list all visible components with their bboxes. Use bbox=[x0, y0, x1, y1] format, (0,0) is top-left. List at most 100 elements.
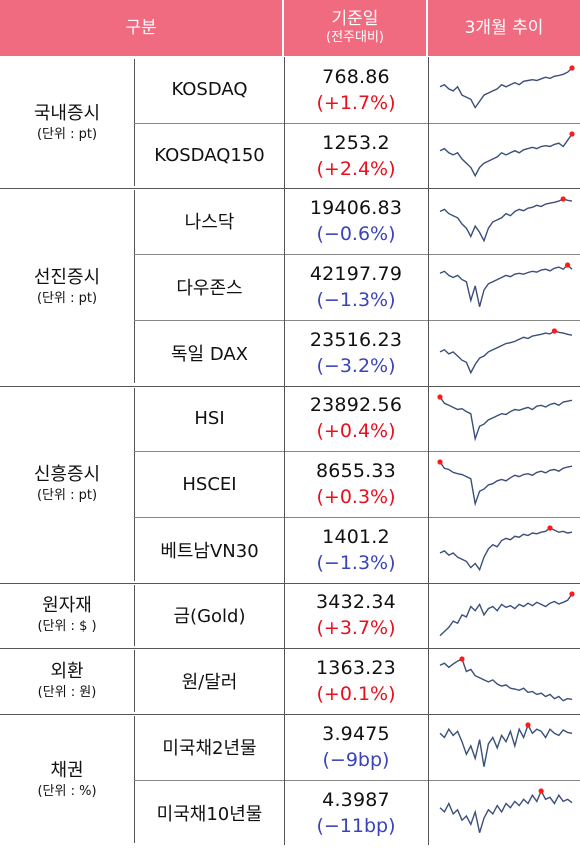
column-divider bbox=[284, 57, 285, 846]
trend-sparkline bbox=[439, 722, 573, 767]
column-divider bbox=[134, 190, 135, 384]
item-change: (+0.4%) bbox=[316, 420, 396, 443]
item-name: 다우존스 bbox=[176, 277, 243, 299]
trend-line bbox=[439, 67, 573, 109]
row-divider bbox=[134, 319, 580, 321]
trend-sparkline bbox=[439, 328, 573, 375]
value-cell: 8655.33 (+0.3%) bbox=[284, 451, 428, 517]
value-cell: 768.86 (+1.7%) bbox=[284, 57, 428, 123]
category-unit: (단위 : pt) bbox=[36, 290, 98, 306]
value-cell: 42197.79 (−1.3%) bbox=[284, 254, 428, 320]
trend-line bbox=[439, 264, 573, 307]
group-divider bbox=[0, 188, 580, 190]
group-divider bbox=[0, 648, 580, 650]
category-unit: (단위 : 원) bbox=[37, 685, 97, 701]
item-change: (−1.3%) bbox=[316, 288, 396, 311]
row-divider bbox=[134, 254, 580, 256]
category-name: 신흥증시 bbox=[33, 464, 101, 486]
trend-peak-marker bbox=[565, 262, 571, 268]
trend-peak-marker bbox=[560, 196, 566, 202]
value-cell: 3432.34 (+3.7%) bbox=[284, 583, 428, 649]
category-cell: 국내증시 (단위 : pt) bbox=[0, 57, 134, 188]
category-cell: 선진증시 (단위 : pt) bbox=[0, 188, 134, 385]
item-value: 1401.2 bbox=[322, 525, 390, 548]
header-category-label: 구분 bbox=[125, 18, 157, 38]
category-name: 채권 bbox=[50, 759, 84, 781]
trend-line bbox=[439, 527, 573, 572]
item-value: 4.3987 bbox=[322, 788, 390, 811]
item-change: (−9bp) bbox=[322, 748, 390, 771]
item-name: 베트남VN30 bbox=[160, 540, 259, 562]
item-value: 23892.56 bbox=[309, 394, 403, 417]
item-value: 3.9475 bbox=[322, 722, 390, 745]
item-name: KOSDAQ bbox=[171, 79, 248, 101]
trend-peak-marker bbox=[437, 393, 443, 400]
group-divider bbox=[0, 582, 580, 584]
category-name: 외환 bbox=[50, 661, 84, 683]
item-value: 3432.34 bbox=[316, 591, 396, 614]
item-value: 1253.2 bbox=[322, 131, 390, 154]
category-cell: 신흥증시 (단위 : pt) bbox=[0, 386, 134, 583]
trend-peak-marker bbox=[459, 656, 465, 662]
row-divider bbox=[134, 122, 580, 124]
category-cell: 채권 (단위 : %) bbox=[0, 714, 134, 845]
item-value: 768.86 bbox=[322, 65, 390, 88]
item-change: (+1.7%) bbox=[316, 91, 396, 114]
item-name: 원/달러 bbox=[181, 672, 238, 694]
header-value: 기준일 (전주대비) bbox=[284, 0, 426, 56]
category-unit: (단위 : pt) bbox=[36, 488, 98, 504]
trend-sparkline bbox=[439, 525, 573, 572]
value-cell: 1253.2 (+2.4%) bbox=[284, 123, 428, 189]
header-value-subtitle: (전주대비) bbox=[326, 30, 384, 45]
category-name: 국내증시 bbox=[33, 102, 101, 124]
item-name: 미국채10년물 bbox=[156, 803, 263, 825]
trend-line bbox=[439, 461, 573, 507]
item-change: (+0.1%) bbox=[316, 683, 396, 706]
item-change: (+3.7%) bbox=[316, 617, 396, 640]
item-name: KOSDAQ150 bbox=[154, 145, 265, 167]
item-name: 나스닥 bbox=[184, 212, 235, 234]
item-value: 23516.23 bbox=[309, 328, 403, 351]
item-name: HSI bbox=[194, 407, 225, 429]
trend-line bbox=[439, 593, 573, 636]
item-value: 1363.23 bbox=[316, 657, 396, 680]
group-divider bbox=[0, 714, 580, 715]
trend-peak-marker bbox=[437, 459, 443, 465]
value-cell: 23516.23 (−3.2%) bbox=[284, 320, 428, 386]
column-divider bbox=[134, 387, 135, 581]
item-change: (+2.4%) bbox=[316, 157, 396, 180]
value-cell: 19406.83 (−0.6%) bbox=[284, 188, 428, 254]
trend-peak-marker bbox=[547, 525, 553, 531]
trend-sparkline bbox=[439, 262, 573, 307]
trend-sparkline bbox=[439, 196, 573, 243]
column-divider bbox=[428, 57, 429, 846]
trend-line bbox=[439, 396, 573, 441]
value-cell: 1401.2 (−1.3%) bbox=[284, 517, 428, 583]
trend-sparkline bbox=[437, 393, 573, 441]
header-trend-label: 3개월 추이 bbox=[464, 18, 544, 38]
row-divider bbox=[134, 516, 580, 518]
item-name: 독일 DAX bbox=[170, 343, 249, 365]
category-name: 원자재 bbox=[42, 595, 92, 617]
category-name: 선진증시 bbox=[33, 266, 101, 288]
category-unit: (단위 : pt) bbox=[36, 126, 98, 142]
value-cell: 4.3987 (−11bp) bbox=[284, 780, 428, 846]
row-divider bbox=[134, 451, 580, 453]
trend-sparkline bbox=[439, 788, 573, 833]
item-value: 19406.83 bbox=[309, 197, 403, 220]
trend-sparkline bbox=[439, 65, 575, 109]
trend-line bbox=[439, 789, 573, 833]
trend-peak-marker bbox=[538, 788, 544, 794]
group-divider bbox=[0, 385, 580, 387]
item-name: 미국채2년물 bbox=[162, 737, 257, 759]
category-unit: (단위 : $ ) bbox=[37, 619, 97, 635]
column-divider bbox=[134, 650, 135, 712]
trend-peak-marker bbox=[551, 328, 557, 334]
trend-sparkline bbox=[437, 459, 573, 507]
value-cell: 23892.56 (+0.4%) bbox=[284, 386, 428, 452]
header-trend: 3개월 추이 bbox=[428, 0, 580, 56]
trend-peak-marker bbox=[569, 65, 575, 71]
trend-line bbox=[439, 723, 573, 767]
header-category: 구분 bbox=[0, 0, 282, 56]
